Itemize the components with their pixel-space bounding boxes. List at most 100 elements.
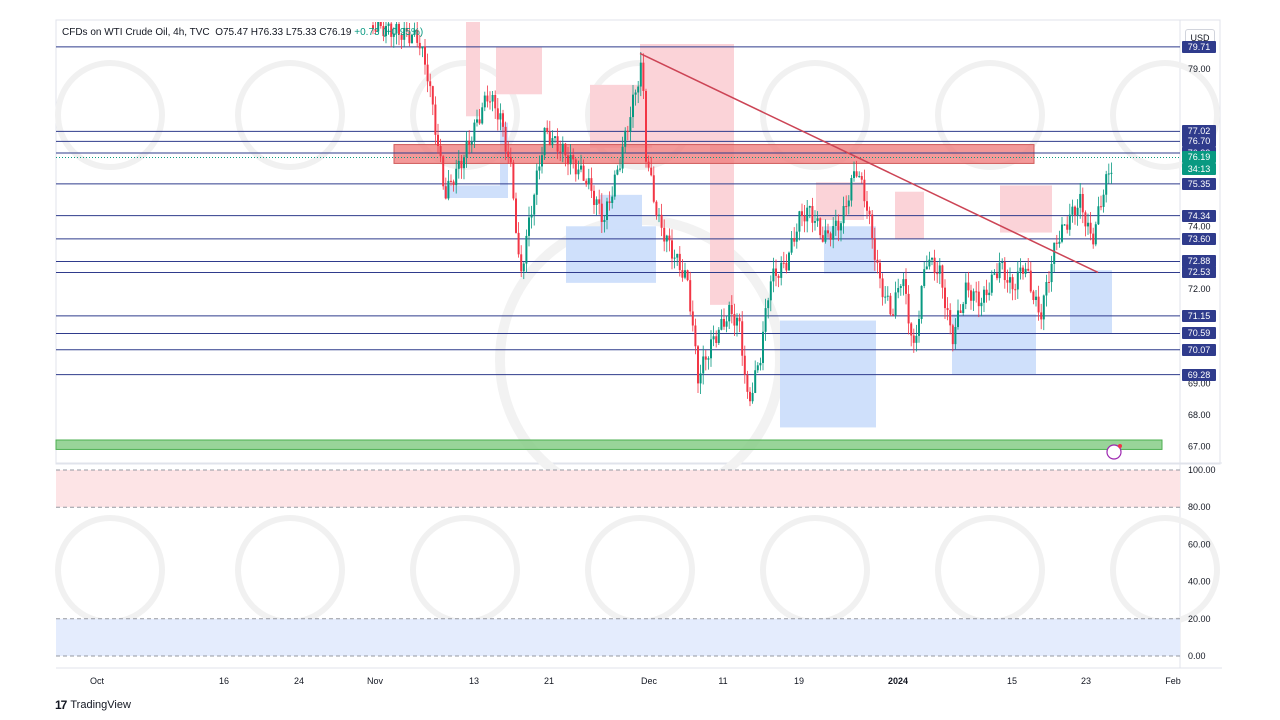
candle-body (613, 174, 616, 197)
price-tag: 73.60 (1182, 232, 1216, 245)
ohlc-legend: CFDs on WTI Crude Oil, 4h, TVC O75.47 H7… (62, 27, 423, 38)
candle-body (1003, 262, 1006, 281)
candle-body (751, 392, 754, 402)
candle-body (1061, 224, 1063, 242)
candle-body (595, 199, 598, 205)
demand-box (444, 185, 508, 198)
candle-body (907, 293, 910, 324)
watermark-seal-icon (935, 60, 1045, 170)
candle-body (504, 126, 507, 152)
candle-body (923, 269, 926, 286)
supply-box (466, 22, 480, 117)
candle-body (842, 206, 845, 224)
supply-box (496, 47, 542, 95)
candle-body (788, 252, 790, 271)
candle-body (720, 318, 723, 330)
tradingview-logo[interactable]: 17 TradingView (55, 698, 131, 712)
candle-body (434, 104, 437, 135)
candle-body (559, 151, 562, 153)
candle-body (837, 220, 840, 231)
candle-body (728, 304, 731, 322)
candle-body (775, 268, 777, 276)
candle-body (624, 130, 627, 147)
open-label: O (215, 27, 223, 38)
candle-body (725, 321, 728, 327)
time-tick-label: 19 (794, 676, 804, 686)
time-tick-label: Dec (641, 676, 658, 686)
watermark-seal-icon (410, 515, 520, 625)
candle-body (387, 23, 390, 26)
candle-body (424, 46, 426, 65)
candle-body (759, 362, 762, 366)
candle-body (798, 211, 801, 232)
candle-body (548, 131, 551, 146)
candle-body (439, 146, 442, 157)
candle-body (408, 31, 411, 44)
candle-body (564, 143, 567, 156)
candle-body (418, 42, 421, 49)
candle-body (507, 151, 510, 158)
candle-body (743, 355, 746, 375)
time-tick-label: 13 (469, 676, 479, 686)
candle-body (1105, 174, 1108, 195)
candle-body (855, 171, 858, 177)
tradingview-mark-icon: 17 (55, 698, 67, 712)
watermark-seal-icon (235, 515, 345, 625)
candle-body (1071, 206, 1074, 215)
candle-body (645, 90, 647, 162)
candle-body (1009, 277, 1011, 283)
candle-body (892, 314, 894, 316)
watermark-seal-icon (585, 515, 695, 625)
candle-body (1037, 296, 1040, 313)
oversold-band (56, 618, 1180, 656)
candle-body (676, 253, 679, 258)
candle-body (980, 302, 983, 307)
candle-body (1040, 312, 1043, 320)
candle-body (405, 27, 408, 32)
candle-body (993, 273, 996, 275)
candle-body (881, 278, 884, 298)
candle-body (944, 287, 946, 309)
watermark-seal-icon (55, 60, 165, 170)
candle-body (606, 201, 608, 220)
candle-body (985, 289, 988, 296)
candle-body (741, 321, 744, 356)
candle-body (390, 23, 393, 37)
price-tag: 79.71 (1182, 40, 1216, 53)
candle-body (710, 339, 712, 359)
candle-body (392, 33, 395, 37)
candle-body (590, 178, 593, 191)
watermark-seal-icon (760, 515, 870, 625)
candle-body (769, 281, 772, 301)
candle-body (689, 280, 692, 312)
candle-body (951, 325, 954, 345)
candle-body (489, 101, 491, 103)
overbought-band (56, 470, 1180, 508)
price-tick-label: 72.00 (1188, 284, 1211, 294)
watermark-seal-icon (1110, 60, 1220, 170)
candle-body (546, 127, 549, 132)
candle-body (717, 329, 720, 343)
candle-body (998, 262, 1001, 279)
close-value: 76.19 (326, 27, 352, 38)
candle-body (1110, 172, 1113, 174)
price-tag: 70.07 (1182, 343, 1216, 356)
candle-body (450, 180, 452, 182)
candle-body (949, 310, 952, 326)
candle-body (1087, 222, 1089, 227)
candle-body (1011, 277, 1014, 290)
candle-body (863, 179, 866, 202)
candle-body (520, 254, 523, 272)
candle-body (639, 62, 642, 87)
candle-body (931, 257, 933, 260)
candle-body (910, 323, 913, 336)
candle-body (379, 22, 382, 27)
candle-body (512, 162, 515, 199)
candle-body (465, 140, 468, 158)
candle-body (528, 217, 530, 236)
candle-body (647, 161, 650, 168)
candle-body (476, 119, 478, 123)
candle-body (920, 285, 923, 320)
candle-body (811, 205, 814, 223)
